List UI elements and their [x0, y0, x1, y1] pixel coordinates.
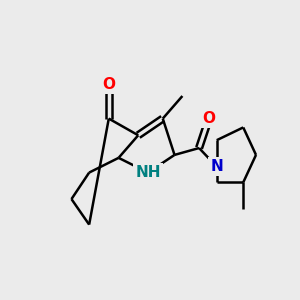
Text: NH: NH: [135, 165, 161, 180]
Text: O: O: [102, 77, 115, 92]
Text: O: O: [202, 111, 215, 126]
Text: N: N: [210, 159, 223, 174]
